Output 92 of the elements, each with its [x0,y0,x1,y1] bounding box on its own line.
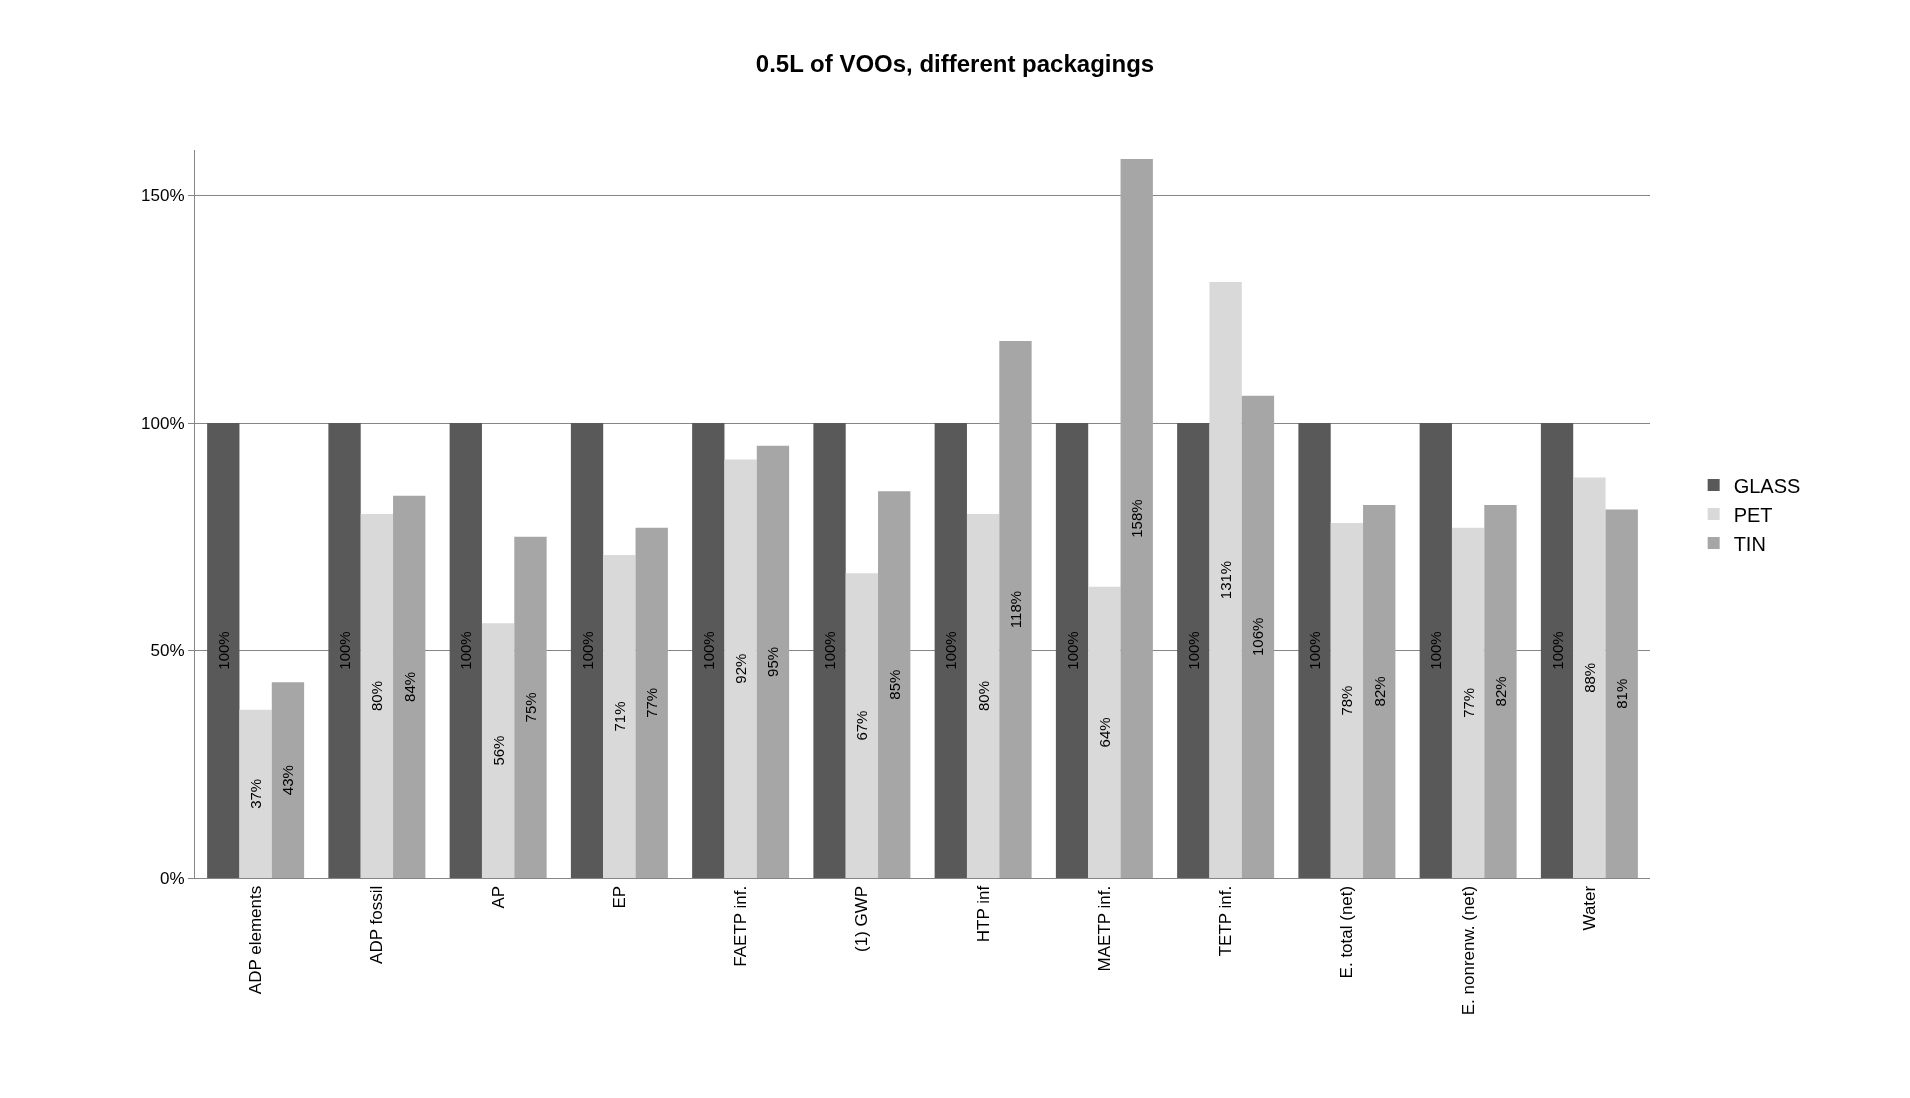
bar [1573,477,1606,878]
x-tick-label: E. nonrenw. (net) [1458,885,1478,1016]
data-label: 43% [279,765,297,796]
bar [999,341,1032,878]
bar [635,527,668,878]
bar [1330,523,1364,878]
legend-label: GLASS [1733,474,1801,497]
x-tick-label: ADP fossil [367,885,387,964]
bar [1419,423,1452,878]
data-label: 100% [457,631,475,670]
bar [570,423,604,878]
bar [692,423,725,878]
bar [878,491,911,878]
y-tick-label: 100% [141,413,185,433]
x-tick-label: EP [609,885,629,909]
data-label: 78% [1338,685,1356,716]
data-label: 100% [336,631,354,670]
bar [845,573,879,878]
data-label: 80% [974,680,992,712]
bar [724,459,757,878]
y-tick-label: 150% [141,186,185,206]
data-label: 67% [853,710,871,741]
data-label: 106% [1249,617,1267,657]
bar [756,445,790,878]
data-label: 100% [821,631,839,670]
bar [1540,423,1574,878]
bar [1241,395,1275,878]
data-label: 100% [1063,631,1081,670]
x-tick-label: HTP inf [973,885,993,943]
data-label: 100% [942,631,960,670]
x-tick-label: Water [1579,885,1599,931]
bar [1298,423,1331,878]
data-label: 100% [699,631,717,670]
data-label: 131% [1217,560,1235,600]
x-tick-label: ADP elements [246,885,266,995]
x-tick-label: E. total (net) [1337,885,1357,979]
data-label: 84% [400,671,418,702]
bar [1484,504,1517,878]
legend-label: TIN [1733,532,1766,555]
x-tick-label: (1) GWP [852,885,872,952]
bar [239,709,272,878]
bar [1055,423,1089,878]
legend-label: PET [1733,503,1773,526]
data-label: 81% [1613,678,1631,709]
bar [1451,527,1485,878]
data-label: 75% [521,692,539,723]
data-label: 100% [1306,631,1324,670]
data-label: 71% [610,701,628,732]
data-label: 100% [214,631,232,670]
bar [360,514,394,878]
data-label: 100% [1427,631,1445,670]
bar [1088,586,1121,878]
chart-title: 0.5L of VOOs, different packagings [755,49,1155,77]
data-label: 80% [368,680,386,712]
bar [271,682,305,878]
bar [934,423,967,878]
bar [514,536,547,878]
data-label: 77% [643,687,661,718]
y-tick-label: 50% [150,641,185,661]
x-tick-label: FAETP inf. [731,885,751,967]
data-label: 56% [489,735,507,766]
data-label: 100% [578,631,596,670]
bar [813,423,846,878]
x-tick-label: MAETP inf. [1094,885,1114,972]
data-label: 100% [1548,631,1566,670]
data-label: 118% [1006,590,1024,629]
data-label: 82% [1491,676,1509,707]
y-tick-label: 0% [160,868,185,888]
data-label: 82% [1370,676,1388,707]
bar [1209,281,1242,878]
data-label: 100% [1184,631,1202,670]
bar [1120,159,1153,878]
x-tick-label: TETP inf. [1216,885,1236,957]
data-label: 95% [764,646,782,677]
bar [328,423,361,878]
bar [1363,504,1396,878]
x-tick-label: AP [488,885,508,909]
data-label: 88% [1580,662,1598,693]
data-label: 77% [1459,687,1477,718]
data-label: 85% [885,669,903,700]
data-label: 64% [1095,717,1113,748]
data-label: 92% [732,653,750,684]
bar [1177,423,1210,878]
bar [207,423,240,878]
data-label: 37% [247,778,265,809]
bar [393,495,426,878]
bar [966,514,1000,878]
bar [481,623,515,878]
data-label: 158% [1128,499,1146,538]
bar [449,423,482,878]
bar [1605,509,1638,878]
bar [603,554,636,878]
